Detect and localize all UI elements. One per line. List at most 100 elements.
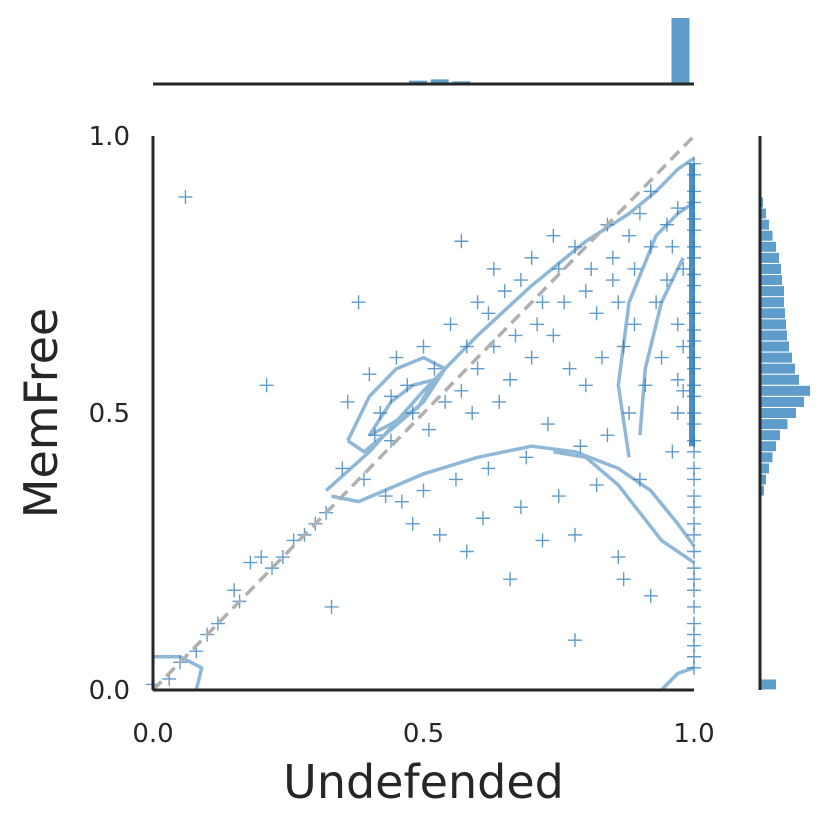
x-hist-bar-1 [430, 79, 449, 84]
scatter-point-102 [465, 406, 480, 420]
scatter-point-16 [459, 339, 474, 354]
kde-contour-6 [660, 666, 695, 692]
scatter-point-15 [427, 361, 442, 376]
scatter-point-55 [335, 461, 350, 476]
scatter-point-41 [665, 239, 680, 254]
scatter-point-84 [551, 489, 566, 504]
y-tick-label-0: 0.0 [89, 676, 130, 706]
x-hist-bar-12 [671, 18, 690, 84]
scatter-point-33 [546, 328, 561, 343]
y-hist-bar-22 [760, 263, 781, 274]
scatter-point-0 [178, 189, 193, 204]
scatter-point-3 [454, 234, 469, 249]
scatter-point-91 [546, 228, 561, 243]
scatter-point-36 [595, 350, 610, 365]
scatter-point-111 [659, 217, 674, 232]
y-hist-bar-19 [760, 297, 784, 308]
scatter-point-100 [438, 394, 453, 409]
scatter-point-7 [481, 306, 496, 321]
scatter-point-38 [627, 317, 642, 332]
scatter-point-61 [265, 561, 280, 576]
scatter-point-88 [470, 295, 485, 310]
y-tick-label-2: 1.0 [89, 122, 130, 152]
scatter-point-113 [676, 339, 691, 354]
scatter-point-11 [373, 406, 388, 420]
scatter-point-94 [670, 317, 685, 332]
scatter-point-28 [643, 184, 658, 199]
kde-contour-5 [153, 655, 204, 691]
y-hist-bar-16 [760, 330, 787, 341]
scatter-point-81 [567, 633, 582, 648]
scatter-point-74 [459, 544, 474, 559]
scatter-point-4 [324, 599, 339, 614]
scatter-point-65 [227, 583, 242, 598]
scatter-point-80 [643, 588, 658, 603]
scatter-point-75 [503, 572, 518, 587]
scatter-point-35 [578, 378, 593, 393]
x-tick-label-0: 0.0 [132, 719, 173, 749]
y-hist-bar-26 [760, 219, 769, 230]
scatter-point-18 [497, 284, 512, 299]
x-tick-labels: 0.0 0.5 1.0 [132, 719, 714, 749]
scatter-point-83 [513, 500, 528, 515]
scatter-point-44 [622, 406, 637, 420]
y-tick-label-1: 0.5 [89, 399, 130, 429]
scatter-point-66 [210, 616, 225, 631]
scatter-point-43 [638, 378, 653, 393]
scatter-point-60 [275, 550, 290, 565]
scatter-point-29 [611, 295, 626, 310]
scatter-point-6 [443, 317, 458, 332]
kde-contour-1 [331, 444, 696, 548]
edge-point-21 [687, 444, 701, 459]
scatter-point-46 [573, 439, 588, 454]
edge-point-28 [687, 544, 701, 559]
x-tick-label-2: 1.0 [673, 719, 714, 749]
scatter-point-17 [470, 361, 485, 376]
scatter-point-25 [605, 250, 620, 265]
scatter-point-37 [616, 339, 631, 354]
y-hist-bar-6 [760, 441, 776, 452]
scatter-point-26 [622, 228, 637, 243]
y-axis-title: MemFree [14, 308, 68, 518]
scatter-point-53 [378, 489, 393, 504]
scatter-point-40 [659, 273, 674, 288]
scatter-point-1 [259, 378, 274, 393]
scatter-point-14 [405, 406, 420, 420]
scatter-point-13 [400, 378, 415, 393]
scatter-point-95 [670, 372, 685, 387]
axes [151, 136, 694, 692]
scatter-point-106 [557, 295, 572, 310]
edge-point-23 [687, 472, 701, 487]
y-hist-bar-0 [760, 679, 776, 690]
y-hist-bar-3 [760, 474, 766, 485]
scatter-point-63 [243, 555, 258, 570]
scatter-point-107 [584, 261, 599, 276]
scatter-point-5 [416, 339, 431, 354]
scatter-point-27 [632, 206, 647, 221]
scatter-point-72 [405, 516, 420, 531]
edge-point-37 [687, 660, 701, 675]
y-hist-bar-15 [760, 341, 789, 352]
y-hist-bar-14 [760, 352, 792, 363]
y-hist-bar-23 [760, 252, 779, 263]
scatter-point-77 [567, 527, 582, 542]
scatter-points [146, 156, 701, 692]
kde-contour-2 [346, 355, 447, 454]
y-hist-bar-4 [760, 463, 769, 474]
scatter-point-10 [340, 394, 355, 409]
scatter-point-78 [611, 550, 626, 565]
scatter-point-112 [676, 261, 691, 276]
scatter-point-34 [562, 361, 577, 376]
scatter-point-9 [362, 367, 377, 382]
scatter-point-39 [649, 295, 664, 310]
kde-contour-7 [616, 201, 695, 458]
scatter-point-93 [670, 201, 685, 216]
scatter-point-62 [254, 550, 269, 565]
scatter-point-79 [616, 572, 631, 587]
y-hist-bar-27 [760, 208, 766, 219]
scatter-point-2 [351, 295, 366, 310]
edge-point-25 [687, 500, 701, 515]
y-hist-bar-21 [760, 275, 782, 286]
x-hist-bar-0 [409, 80, 428, 84]
